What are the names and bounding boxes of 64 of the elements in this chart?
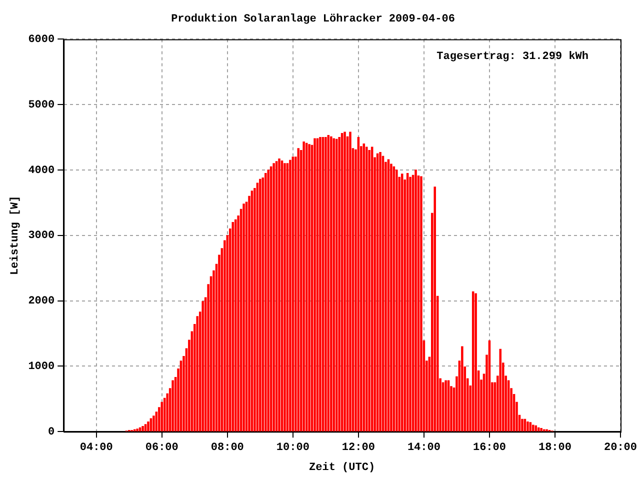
y-tick-label: 2000 xyxy=(28,296,55,308)
bar xyxy=(136,428,138,432)
bar xyxy=(160,402,164,432)
bar xyxy=(338,136,340,432)
bar xyxy=(461,346,464,432)
bar xyxy=(302,142,305,432)
x-tick-label: 08:00 xyxy=(210,442,244,454)
x-tick-label: 18:00 xyxy=(538,442,572,454)
bar xyxy=(264,172,267,432)
bar xyxy=(150,418,152,432)
bar xyxy=(330,136,332,432)
bar xyxy=(379,152,382,432)
bar xyxy=(324,136,327,432)
x-tick-label: 20:00 xyxy=(604,442,638,454)
bar xyxy=(232,222,234,432)
y-tick-label: 3000 xyxy=(28,230,55,242)
bar xyxy=(332,138,335,432)
y-tick-label: 6000 xyxy=(28,34,55,46)
bar xyxy=(368,150,370,432)
bar xyxy=(267,170,270,432)
bar xyxy=(474,293,477,432)
bar xyxy=(278,158,280,432)
bar xyxy=(344,132,346,432)
bar xyxy=(152,416,155,432)
bar xyxy=(259,178,262,432)
annotation: Tagesertrag: 31.299 kWh xyxy=(436,50,588,63)
x-tick-label: 06:00 xyxy=(145,442,178,454)
x-tick-label: 10:00 xyxy=(276,442,310,454)
x-tick-label: 04:00 xyxy=(80,442,113,454)
x-tick-label: 16:00 xyxy=(472,442,506,454)
bar xyxy=(272,163,275,432)
bar xyxy=(284,163,286,432)
bar xyxy=(444,380,447,432)
bar xyxy=(396,170,398,432)
bar xyxy=(526,421,529,432)
bar xyxy=(147,421,150,432)
x-axis-title: Zeit (UTC) xyxy=(309,462,376,474)
chart-title: Produktion Solaranlage Löhracker 2009-04-06 xyxy=(171,13,455,26)
bar xyxy=(319,136,322,432)
bar xyxy=(414,170,417,432)
x-tick-label: 14:00 xyxy=(407,442,440,454)
y-tick-label: 4000 xyxy=(28,164,55,177)
bar xyxy=(529,422,532,432)
bar xyxy=(308,144,310,432)
bar xyxy=(434,186,436,432)
bar xyxy=(289,160,292,432)
bar xyxy=(349,132,352,432)
y-tick-label: 0 xyxy=(48,426,55,438)
x-tick-label: 12:00 xyxy=(342,442,375,454)
bar xyxy=(532,424,534,432)
bar xyxy=(142,426,144,432)
y-axis-title: Leistung [W] xyxy=(9,196,22,276)
y-tick-label: 1000 xyxy=(28,360,55,373)
bar xyxy=(242,204,245,432)
bar xyxy=(499,348,502,432)
bar xyxy=(144,424,147,432)
bar xyxy=(314,138,316,432)
y-tick-label: 5000 xyxy=(28,99,55,112)
bar xyxy=(420,176,422,432)
bar xyxy=(202,301,204,432)
bar xyxy=(540,428,542,432)
bar xyxy=(172,380,174,432)
bar xyxy=(521,418,524,432)
bar xyxy=(409,176,412,432)
